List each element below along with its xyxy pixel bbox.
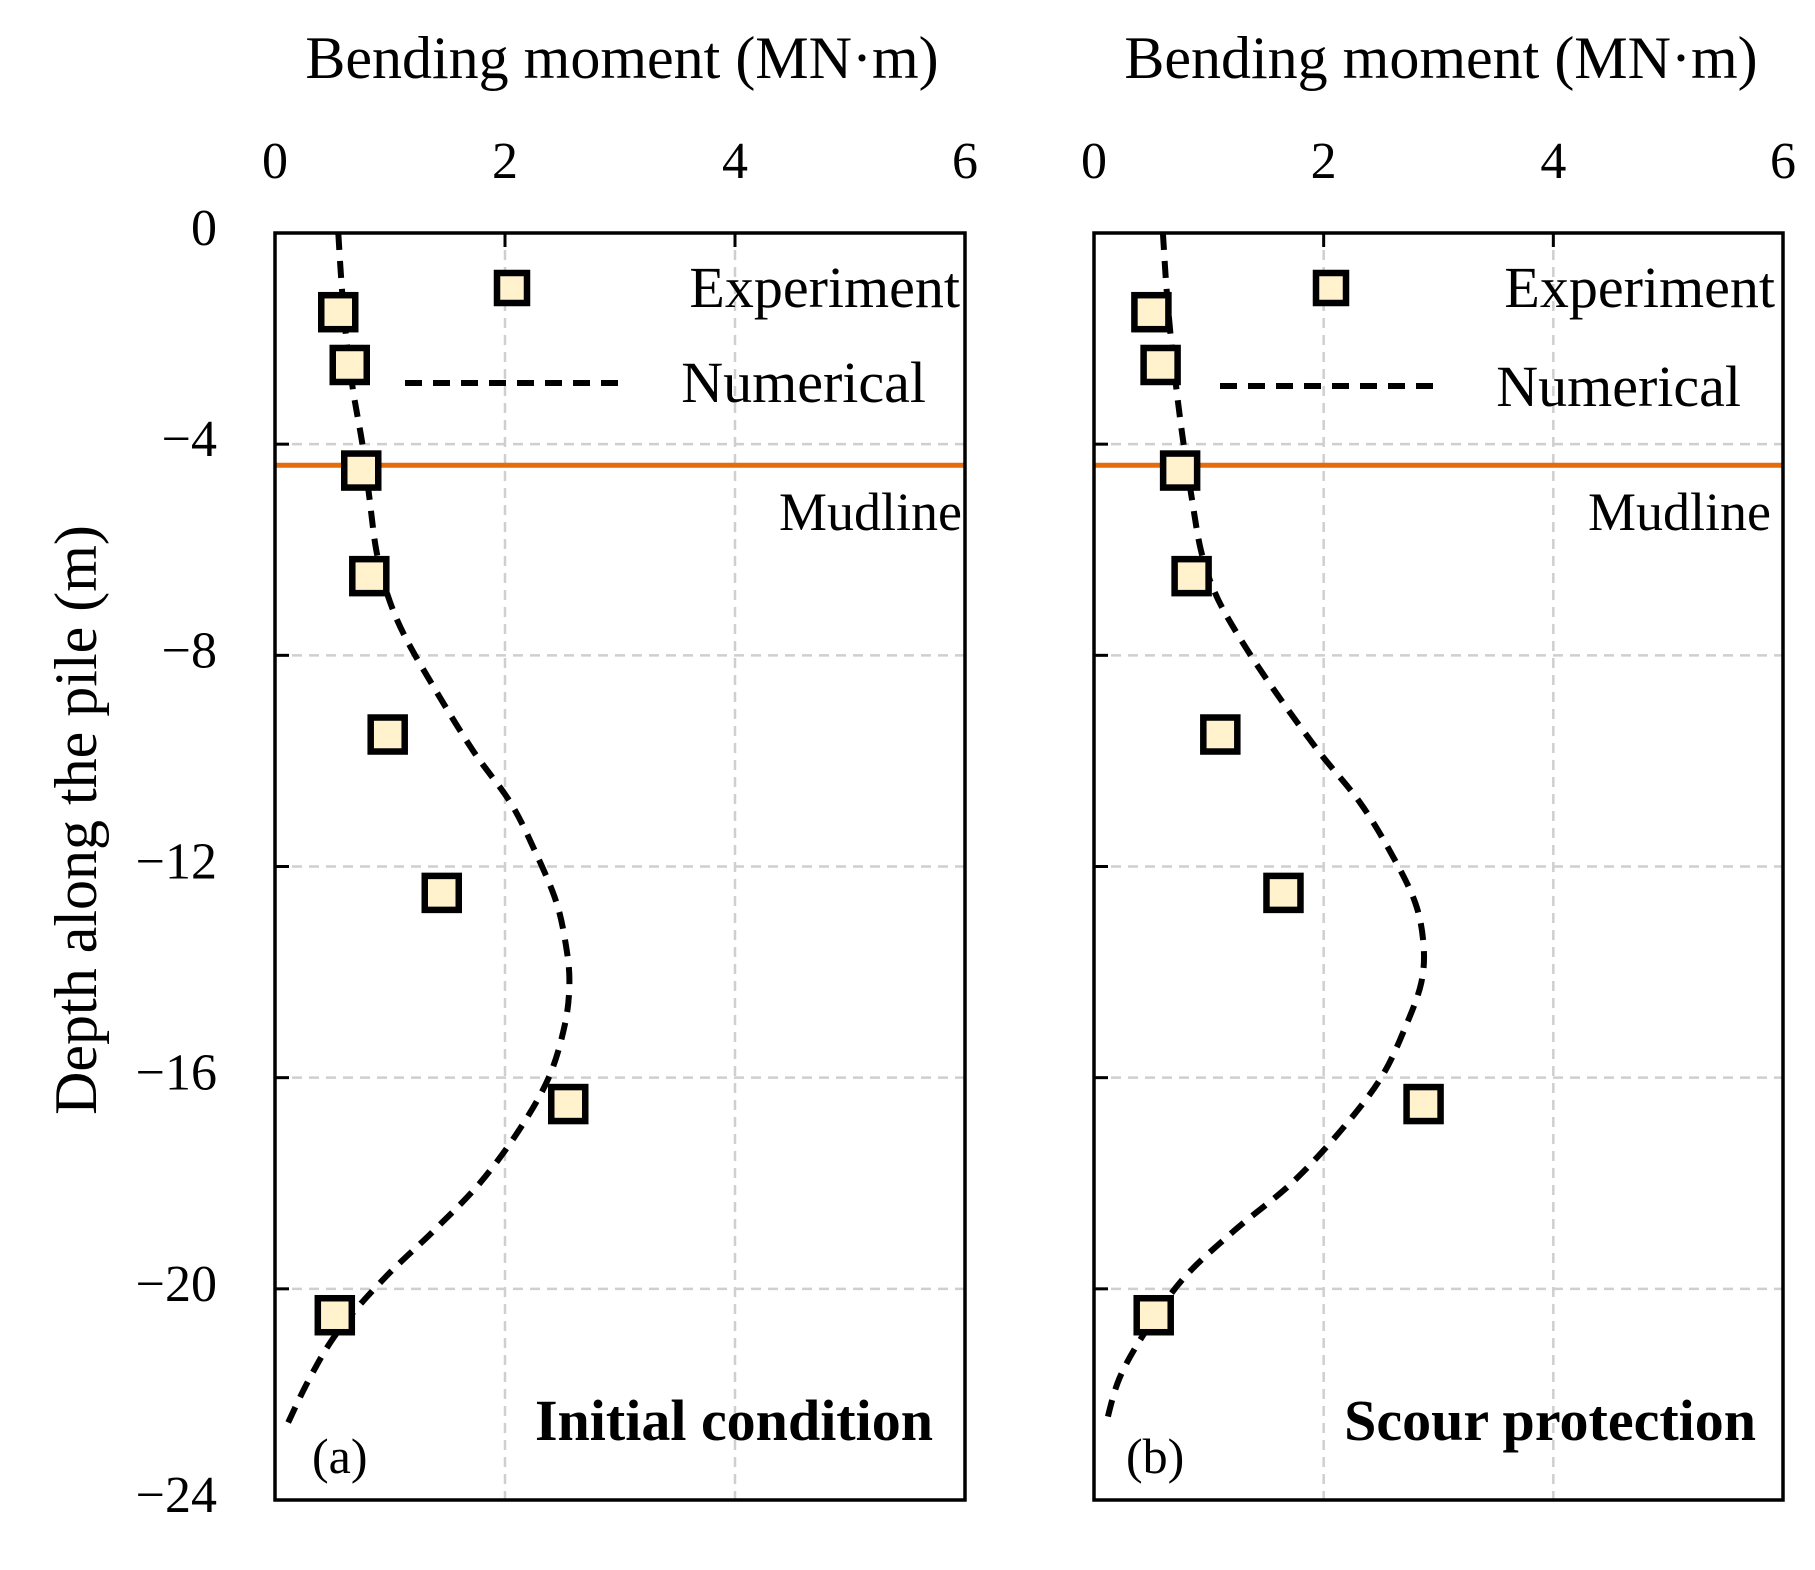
mudline-label-a: Mudline	[779, 482, 962, 542]
grid-a	[275, 233, 965, 1500]
x-axis-title-b: Bending moment (MN·m)	[1124, 25, 1757, 91]
panel-b: Bending moment (MN·m) 0 2 4 6 Experiment Nu…	[1081, 25, 1796, 1502]
x-tick-label: 6	[1770, 133, 1796, 190]
experiment-point	[329, 344, 370, 386]
experiment-point	[1133, 1294, 1174, 1336]
x-tick-label: 2	[492, 133, 518, 190]
y-tick-label: −16	[136, 1045, 217, 1102]
ticks-b: 0 2 4 6	[1081, 133, 1796, 1502]
experiment-point	[1263, 872, 1304, 914]
experiment-point	[1140, 344, 1181, 386]
ticks-a: 0 2 4 6 0 −4 −8 −12 −16 −20 −24	[136, 133, 978, 1524]
experiment-point	[314, 1294, 356, 1336]
experiment-point	[318, 291, 359, 333]
experiment-series-a	[314, 291, 589, 1336]
x-tick-label: 0	[1081, 133, 1107, 190]
experiment-point	[548, 1083, 589, 1125]
experiment-point	[1403, 1083, 1444, 1125]
y-tick-label: −4	[162, 411, 217, 468]
x-tick-label: 2	[1311, 133, 1337, 190]
experiment-point	[349, 555, 390, 597]
y-tick-label: −20	[136, 1256, 217, 1313]
experiment-point	[421, 872, 462, 914]
panel-label-a: (a)	[312, 1428, 368, 1484]
experiment-point	[1171, 555, 1212, 597]
y-tick-label: −24	[136, 1467, 217, 1524]
y-axis-title: Depth along the pile (m)	[43, 525, 109, 1115]
numerical-series-b	[1102, 232, 1428, 1427]
condition-label-a: Initial condition	[535, 1388, 933, 1453]
panel-label-b: (b)	[1126, 1428, 1184, 1484]
x-axis-title-a: Bending moment (MN·m)	[305, 25, 938, 91]
numerical-line-a	[283, 232, 573, 1428]
x-tick-label: 4	[722, 133, 748, 190]
legend-experiment-marker	[1312, 269, 1350, 307]
grid-b	[1094, 233, 1783, 1500]
panel-a: Bending moment (MN·m) 0 2 4 6 0 −4 −8 −12 −16 −20…	[136, 25, 978, 1524]
experiment-point	[1131, 291, 1172, 333]
legend-experiment-label: Experiment	[1504, 255, 1775, 320]
experiment-point	[367, 714, 408, 755]
y-tick-label: 0	[191, 200, 217, 257]
legend-experiment-label: Experiment	[689, 255, 960, 320]
x-tick-label: 4	[1540, 133, 1566, 190]
legend-numerical-label: Numerical	[681, 350, 926, 415]
numerical-line-b	[1102, 232, 1428, 1427]
legend-experiment-marker	[493, 269, 531, 307]
condition-label-b: Scour protection	[1344, 1388, 1756, 1453]
numerical-series-a	[283, 232, 573, 1428]
y-tick-label: −8	[162, 622, 217, 679]
experiment-point	[1200, 714, 1241, 755]
experiment-series-b	[1131, 291, 1444, 1336]
y-tick-label: −12	[136, 833, 217, 890]
x-tick-label: 6	[952, 133, 978, 190]
legend-a: Experiment Numerical	[405, 255, 960, 415]
experiment-point	[341, 450, 382, 491]
legend-numerical-label: Numerical	[1496, 354, 1741, 419]
mudline-label-b: Mudline	[1588, 482, 1771, 542]
experiment-point	[1159, 450, 1201, 491]
x-tick-label: 0	[262, 133, 288, 190]
legend-b: Experiment Numerical	[1220, 255, 1775, 419]
